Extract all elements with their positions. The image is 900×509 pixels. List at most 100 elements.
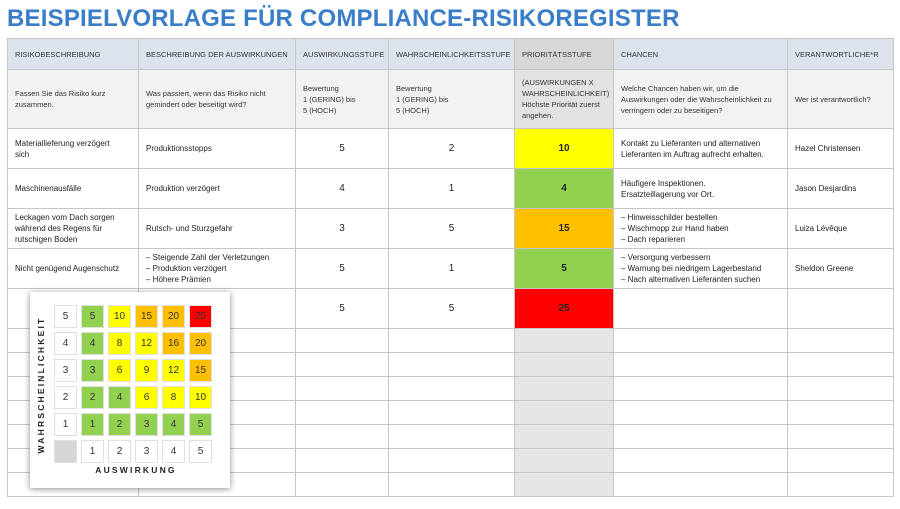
- empty-cell[interactable]: [295, 472, 389, 497]
- empty-cell[interactable]: [514, 328, 614, 353]
- impact-level-cell[interactable]: 5: [295, 248, 389, 289]
- empty-cell[interactable]: [613, 328, 788, 353]
- impact-level-cell[interactable]: 5: [295, 288, 389, 329]
- risk-description-cell[interactable]: Leckagen vom Dach sorgen während des Rege…: [7, 208, 139, 249]
- empty-cell[interactable]: [613, 448, 788, 473]
- header-owner[interactable]: VERANTWORTLICHE*R: [787, 38, 894, 70]
- matrix-cell: 15: [135, 305, 158, 328]
- probability-level-cell[interactable]: 5: [388, 288, 515, 329]
- instr-impact-level-text: Bewertung: [303, 83, 339, 93]
- header-probability-level[interactable]: WAHRSCHEINLICHKEITSSTUFE: [388, 38, 515, 70]
- instr-impact-level-cell[interactable]: Bewertung 1 (GERING) bis 5 (HOCH): [295, 69, 389, 129]
- empty-cell[interactable]: [388, 400, 515, 425]
- empty-cell[interactable]: [514, 448, 614, 473]
- impact-description-cell[interactable]: – Steigende Zahl der Verletzungen – Produ…: [138, 248, 296, 289]
- empty-cell[interactable]: [787, 448, 894, 473]
- empty-cell[interactable]: [388, 424, 515, 449]
- empty-cell[interactable]: [514, 400, 614, 425]
- owner-cell[interactable]: Hazel Christensen: [787, 128, 894, 169]
- risk-description-cell[interactable]: Nicht genügend Augenschutz: [7, 248, 139, 289]
- impact-level-cell[interactable]: 5: [295, 128, 389, 169]
- empty-cell[interactable]: [295, 352, 389, 377]
- empty-cell[interactable]: [613, 472, 788, 497]
- priority-level-cell[interactable]: 4: [514, 168, 614, 209]
- empty-cell[interactable]: [388, 472, 515, 497]
- chances-cell[interactable]: – Hinweisschilder bestellen – Wischmopp z…: [613, 208, 788, 249]
- owner-cell[interactable]: Luiza Lévêque: [787, 208, 894, 249]
- matrix-cell: 6: [135, 386, 158, 409]
- impact-description-text: Produktion verzögert: [146, 184, 220, 193]
- empty-cell[interactable]: [295, 424, 389, 449]
- instr-owner-cell[interactable]: Wer ist verantwortlich?: [787, 69, 894, 129]
- priority-level-cell[interactable]: 15: [514, 208, 614, 249]
- priority-level-cell[interactable]: 25: [514, 288, 614, 329]
- empty-cell[interactable]: [514, 352, 614, 377]
- owner-cell[interactable]: [787, 288, 894, 329]
- risk-description-cell[interactable]: Maschinenausfälle: [7, 168, 139, 209]
- empty-cell[interactable]: [388, 328, 515, 353]
- chances-text: Lieferanten im Auftrag aufrecht erhalten…: [621, 149, 764, 159]
- probability-level-cell[interactable]: 5: [388, 208, 515, 249]
- empty-cell[interactable]: [295, 376, 389, 401]
- instr-probability-level-text: 5 (HOCH): [396, 105, 430, 115]
- matrix-cell: 9: [135, 359, 158, 382]
- probability-level-cell[interactable]: 1: [388, 248, 515, 289]
- instr-probability-level-cell[interactable]: Bewertung 1 (GERING) bis 5 (HOCH): [388, 69, 515, 129]
- matrix-cell: 12: [135, 332, 158, 355]
- empty-cell[interactable]: [514, 376, 614, 401]
- header-risk-description[interactable]: RISIKOBESCHREIBUNG: [7, 38, 139, 70]
- header-impact-level[interactable]: AUSWIRKUNGSSTUFE: [295, 38, 389, 70]
- instr-priority-text: (AUSWIRKUNGEN X: [522, 78, 594, 87]
- empty-cell[interactable]: [613, 400, 788, 425]
- instr-priority-cell[interactable]: (AUSWIRKUNGEN X WAHRSCHEINLICHKEIT) Höchst…: [514, 69, 614, 129]
- matrix-x-tick: 3: [135, 440, 158, 463]
- empty-cell[interactable]: [388, 352, 515, 377]
- priority-level-cell[interactable]: 5: [514, 248, 614, 289]
- risk-matrix: WAHRSCHEINLICHKEIT 5 5 10 15 20 25 4 4 8 12 16 20 3 3…: [30, 292, 230, 488]
- impact-level-cell[interactable]: 4: [295, 168, 389, 209]
- instr-impact-text: Was passiert, wenn das Risiko nicht: [146, 89, 266, 98]
- matrix-y-axis-label-text: WAHRSCHEINLICHKEIT: [36, 316, 46, 454]
- instr-impact-cell[interactable]: Was passiert, wenn das Risiko nicht gemin…: [138, 69, 296, 129]
- instr-chances-cell[interactable]: Welche Chancen haben wir, um die Auswirku…: [613, 69, 788, 129]
- chances-cell[interactable]: Kontakt zu Lieferanten und alternativen L…: [613, 128, 788, 169]
- empty-cell[interactable]: [514, 424, 614, 449]
- header-chances[interactable]: CHANCEN: [613, 38, 788, 70]
- table-row: Leckagen vom Dach sorgen während des Rege…: [7, 208, 894, 249]
- owner-cell[interactable]: Sheldon Greene: [787, 248, 894, 289]
- empty-cell[interactable]: [295, 400, 389, 425]
- empty-cell[interactable]: [613, 352, 788, 377]
- priority-level-cell[interactable]: 10: [514, 128, 614, 169]
- empty-cell[interactable]: [388, 376, 515, 401]
- empty-cell[interactable]: [787, 400, 894, 425]
- header-impact-description[interactable]: BESCHREIBUNG DER AUSWIRKUNGEN: [138, 38, 296, 70]
- chances-cell[interactable]: Häufigere Inspektionen. Ersatzteillagerun…: [613, 168, 788, 209]
- instr-impact-level-text: 5 (HOCH): [303, 105, 337, 115]
- header-priority-level[interactable]: PRIORITÄTSSTUFE: [514, 38, 614, 70]
- empty-cell[interactable]: [514, 472, 614, 497]
- empty-cell[interactable]: [787, 328, 894, 353]
- impact-description-cell[interactable]: Produktionsstopps: [138, 128, 296, 169]
- impact-level-cell[interactable]: 3: [295, 208, 389, 249]
- empty-cell[interactable]: [613, 424, 788, 449]
- probability-level-cell[interactable]: 1: [388, 168, 515, 209]
- chances-cell[interactable]: [613, 288, 788, 329]
- empty-cell[interactable]: [295, 448, 389, 473]
- impact-description-cell[interactable]: Rutsch- und Sturzgefahr: [138, 208, 296, 249]
- risk-description-cell[interactable]: Materiallieferung verzögert sich: [7, 128, 139, 169]
- empty-cell[interactable]: [787, 472, 894, 497]
- matrix-cell: 25: [189, 305, 212, 328]
- instr-risk-cell[interactable]: Fassen Sie das Risiko kurz zusammen.: [7, 69, 139, 129]
- owner-cell[interactable]: Jason Desjardins: [787, 168, 894, 209]
- empty-cell[interactable]: [787, 352, 894, 377]
- impact-description-cell[interactable]: Produktion verzögert: [138, 168, 296, 209]
- probability-level-cell[interactable]: 2: [388, 128, 515, 169]
- empty-cell[interactable]: [388, 448, 515, 473]
- matrix-cell: 8: [162, 386, 185, 409]
- empty-cell[interactable]: [295, 328, 389, 353]
- empty-cell[interactable]: [787, 424, 894, 449]
- chances-cell[interactable]: – Versorgung verbessern – Warnung bei nie…: [613, 248, 788, 289]
- empty-cell[interactable]: [613, 376, 788, 401]
- empty-cell[interactable]: [787, 376, 894, 401]
- instr-priority-text: Höchste Priorität zuerst: [522, 100, 600, 109]
